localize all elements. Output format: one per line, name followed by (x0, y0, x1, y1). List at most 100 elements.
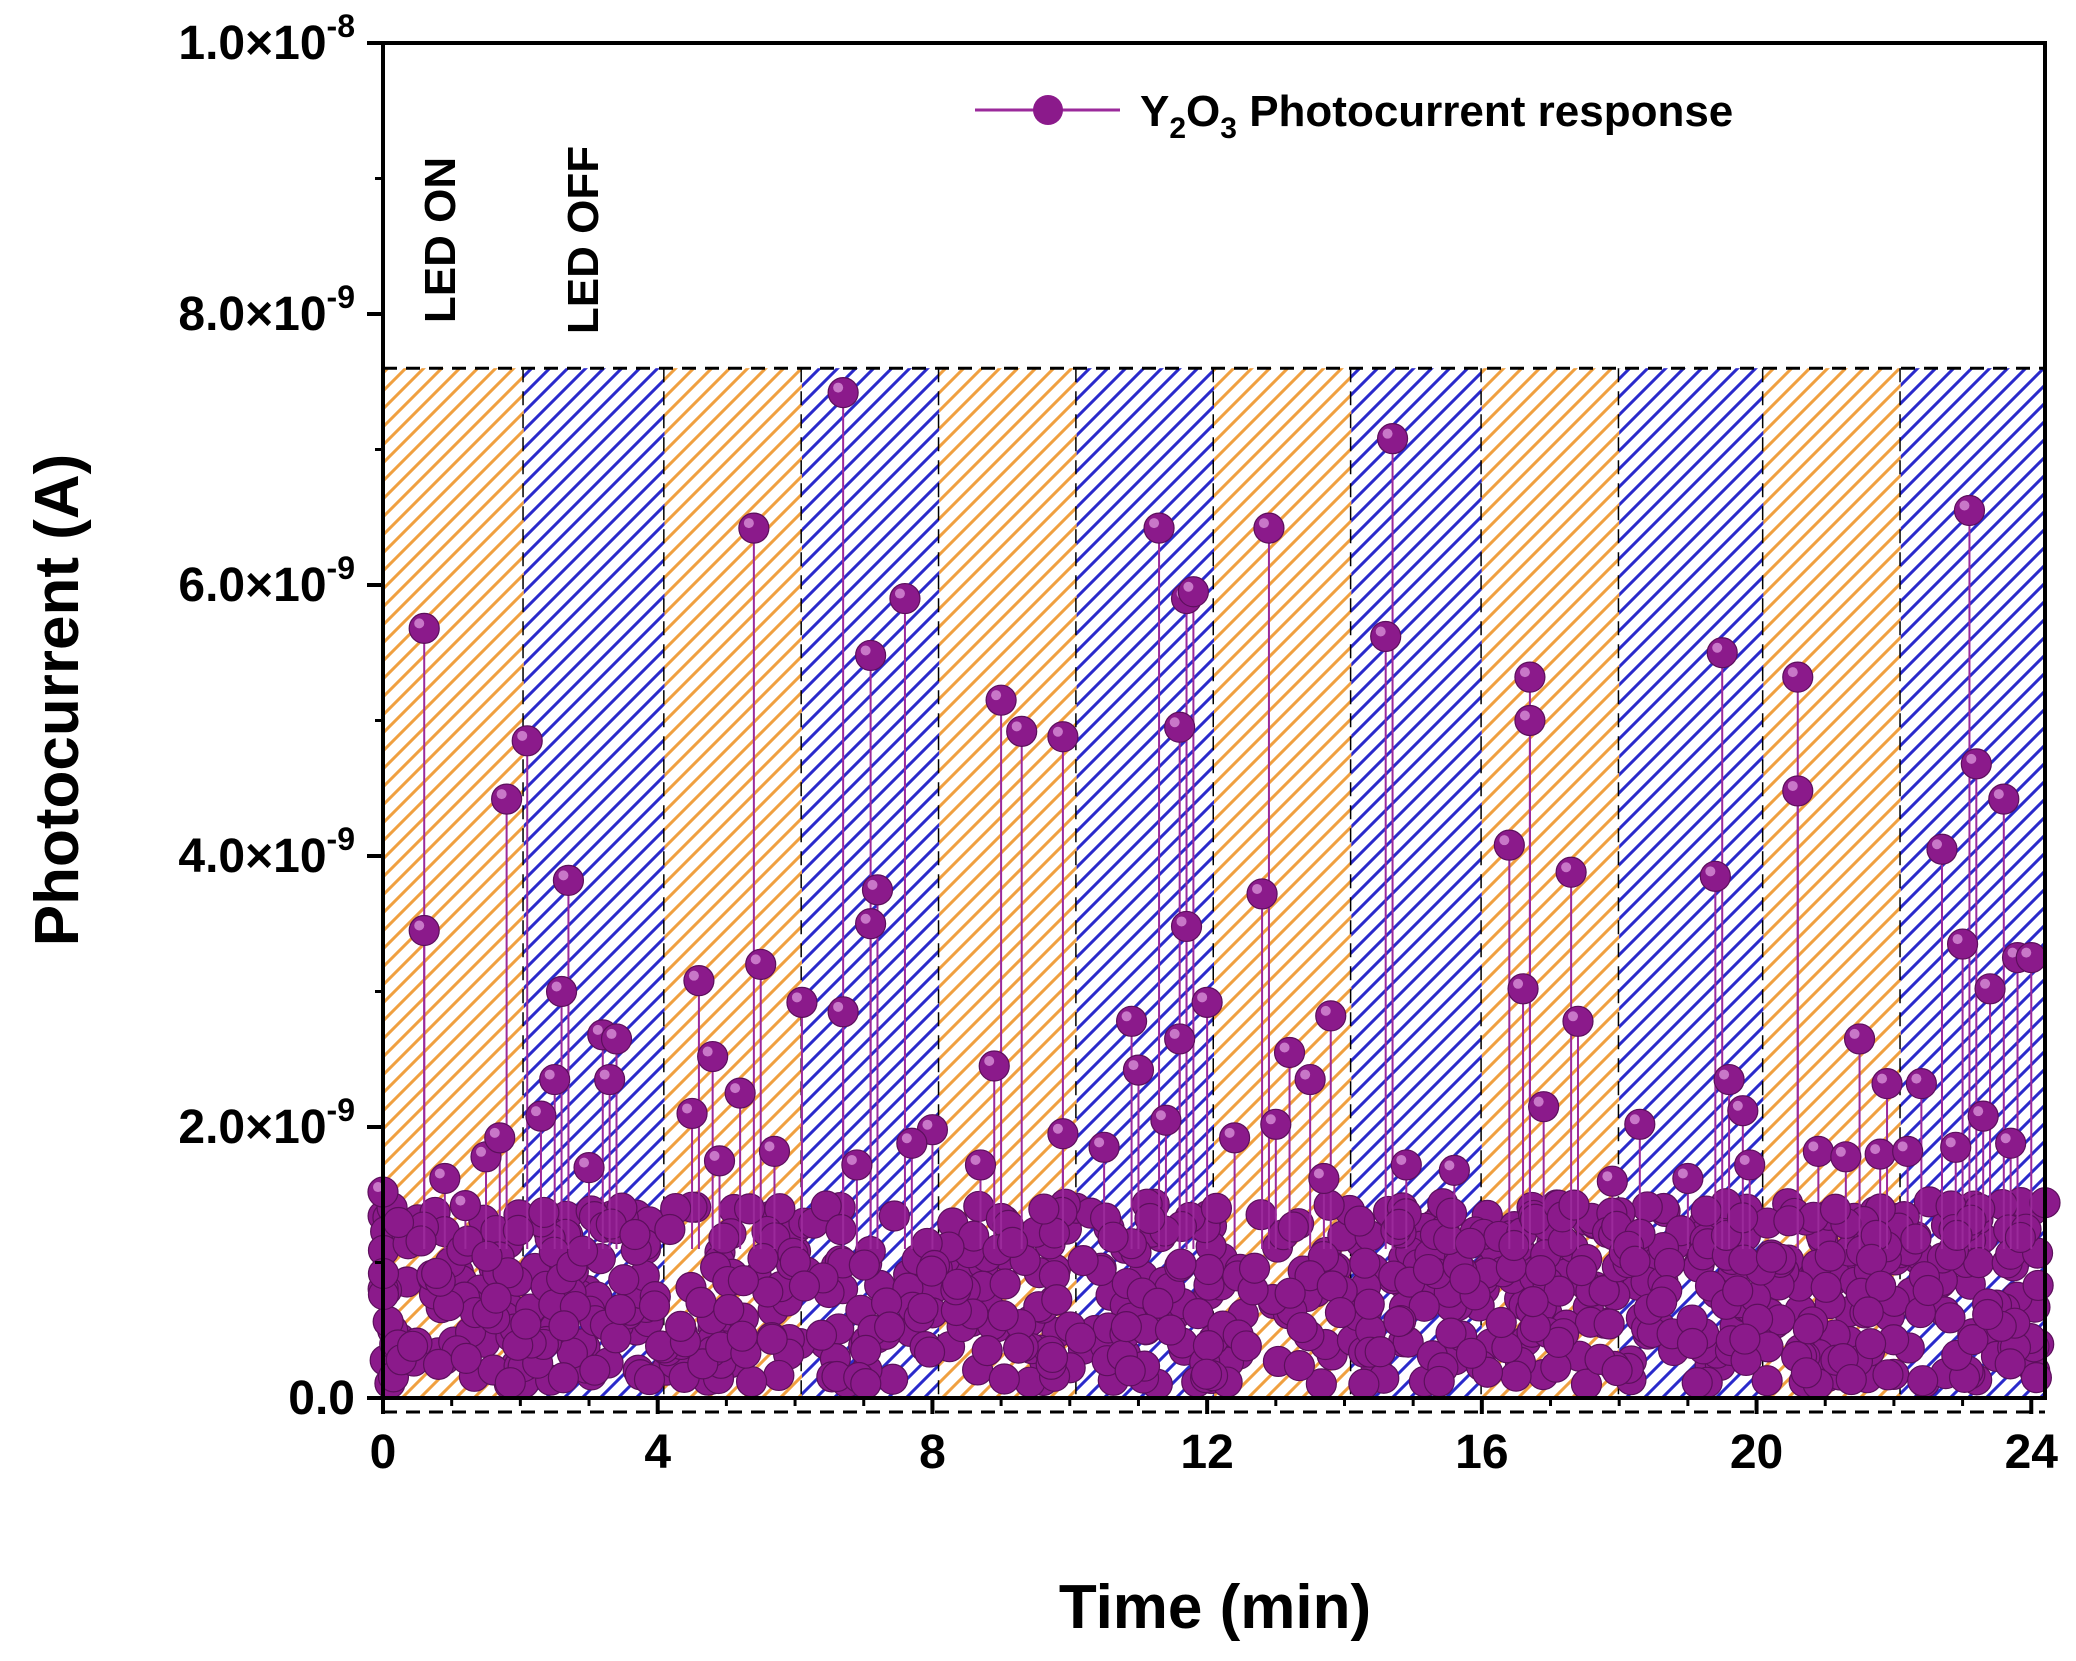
data-point (724, 1077, 756, 1109)
data-point (408, 612, 440, 644)
data-point-marker (1438, 1154, 1470, 1186)
data-point-highlight (579, 1157, 590, 1168)
x-tick-label: 16 (1455, 1426, 1508, 1479)
data-point-marker (1170, 910, 1203, 943)
data-point-marker (1871, 1068, 1903, 1100)
data-point (1555, 856, 1587, 888)
data-point-marker (1253, 512, 1285, 544)
data-point-marker (703, 1145, 736, 1177)
data-point (1802, 1135, 1834, 1167)
data-point (1308, 1162, 1340, 1195)
data-point (1967, 1100, 1999, 1132)
baseline-point (1238, 1252, 1271, 1284)
data-point (1047, 1118, 1079, 1150)
data-point-highlight (1835, 1146, 1846, 1157)
data-point (1995, 1127, 2027, 1159)
data-point-highlight (1787, 667, 1798, 678)
baseline-point (913, 1336, 946, 1368)
baseline-point (1412, 1253, 1445, 1286)
baseline-point (915, 1255, 948, 1287)
data-point-highlight (1183, 581, 1194, 592)
data-point-highlight (1533, 1096, 1544, 1107)
data-point-highlight (1519, 667, 1530, 678)
data-point (1143, 512, 1175, 544)
baseline-point (1855, 1243, 1888, 1275)
data-point-highlight (970, 1154, 981, 1165)
data-point-highlight (434, 1168, 445, 1179)
data-point-marker (1047, 721, 1079, 753)
data-point-highlight (1629, 1114, 1640, 1125)
data-point-marker (1315, 1000, 1347, 1032)
baseline-point (547, 1362, 579, 1394)
data-point (1699, 860, 1731, 892)
baseline-point (2004, 1221, 2036, 1254)
data-point-highlight (1959, 500, 1970, 511)
baseline-point (726, 1320, 758, 1352)
data-point-marker (1493, 829, 1525, 861)
baseline-point (1872, 1359, 1904, 1391)
data-point-marker (1699, 860, 1731, 892)
data-point (539, 1063, 571, 1096)
data-point-marker (1507, 973, 1539, 1005)
data-point-highlight (901, 1133, 912, 1144)
data-point (1219, 1122, 1251, 1154)
data-point (484, 1122, 516, 1154)
baseline-point (1283, 1350, 1315, 1382)
data-point-marker (1843, 1023, 1876, 1055)
data-point-marker (594, 1063, 626, 1096)
data-point-marker (1308, 1162, 1340, 1195)
data-point-marker (484, 1122, 516, 1154)
baseline-point (633, 1363, 666, 1396)
data-point-highlight (1169, 717, 1180, 728)
baseline-point (1165, 1248, 1197, 1280)
data-point (745, 948, 777, 981)
baseline-point (733, 1193, 766, 1225)
baseline-point (1274, 1277, 1306, 1309)
data-point (594, 1063, 626, 1096)
data-point-highlight (1732, 1100, 1743, 1111)
baseline-point (907, 1292, 939, 1325)
data-point-marker (1528, 1091, 1560, 1123)
data-point (1047, 721, 1079, 753)
data-point-highlight (1519, 710, 1530, 721)
baseline-point (1498, 1229, 1530, 1262)
data-point-marker (408, 612, 440, 644)
data-point-marker (745, 948, 777, 981)
data-point (861, 874, 894, 906)
data-point-highlight (1849, 1028, 1860, 1039)
data-point-marker (1047, 1118, 1079, 1150)
data-point-marker (1946, 928, 1979, 960)
data-point (511, 725, 543, 757)
data-point-marker (786, 986, 818, 1018)
baseline-point (996, 1226, 1029, 1258)
data-point-highlight (1252, 883, 1263, 894)
data-point-highlight (1320, 1005, 1331, 1016)
baseline-point (494, 1367, 526, 1399)
baseline-point (1751, 1365, 1783, 1397)
data-point-highlight (1739, 1154, 1750, 1165)
data-point-highlight (833, 382, 844, 393)
baseline-point (1676, 1327, 1709, 1360)
data-point-marker (1926, 833, 1958, 865)
baseline-point (1349, 1247, 1381, 1279)
data-point-highlight (544, 1069, 555, 1080)
baseline-point (528, 1196, 560, 1229)
baseline-point (1454, 1227, 1486, 1259)
data-point (1390, 1149, 1422, 1181)
data-point-highlight (791, 992, 802, 1003)
data-point (1624, 1108, 1656, 1140)
data-point (1370, 620, 1402, 653)
data-point (1150, 1104, 1182, 1136)
data-point (1988, 783, 2020, 815)
y-tick-label: 6.0×10-9 (178, 550, 355, 612)
data-point-highlight (476, 1146, 487, 1157)
data-point-highlight (984, 1056, 995, 1067)
data-point-marker (827, 376, 859, 409)
data-point-highlight (730, 1083, 741, 1094)
baseline-point (763, 1359, 795, 1392)
data-point (827, 376, 859, 409)
data-point (889, 582, 921, 615)
data-point-marker (1219, 1122, 1251, 1154)
data-point (896, 1127, 928, 1159)
data-point (545, 975, 578, 1008)
